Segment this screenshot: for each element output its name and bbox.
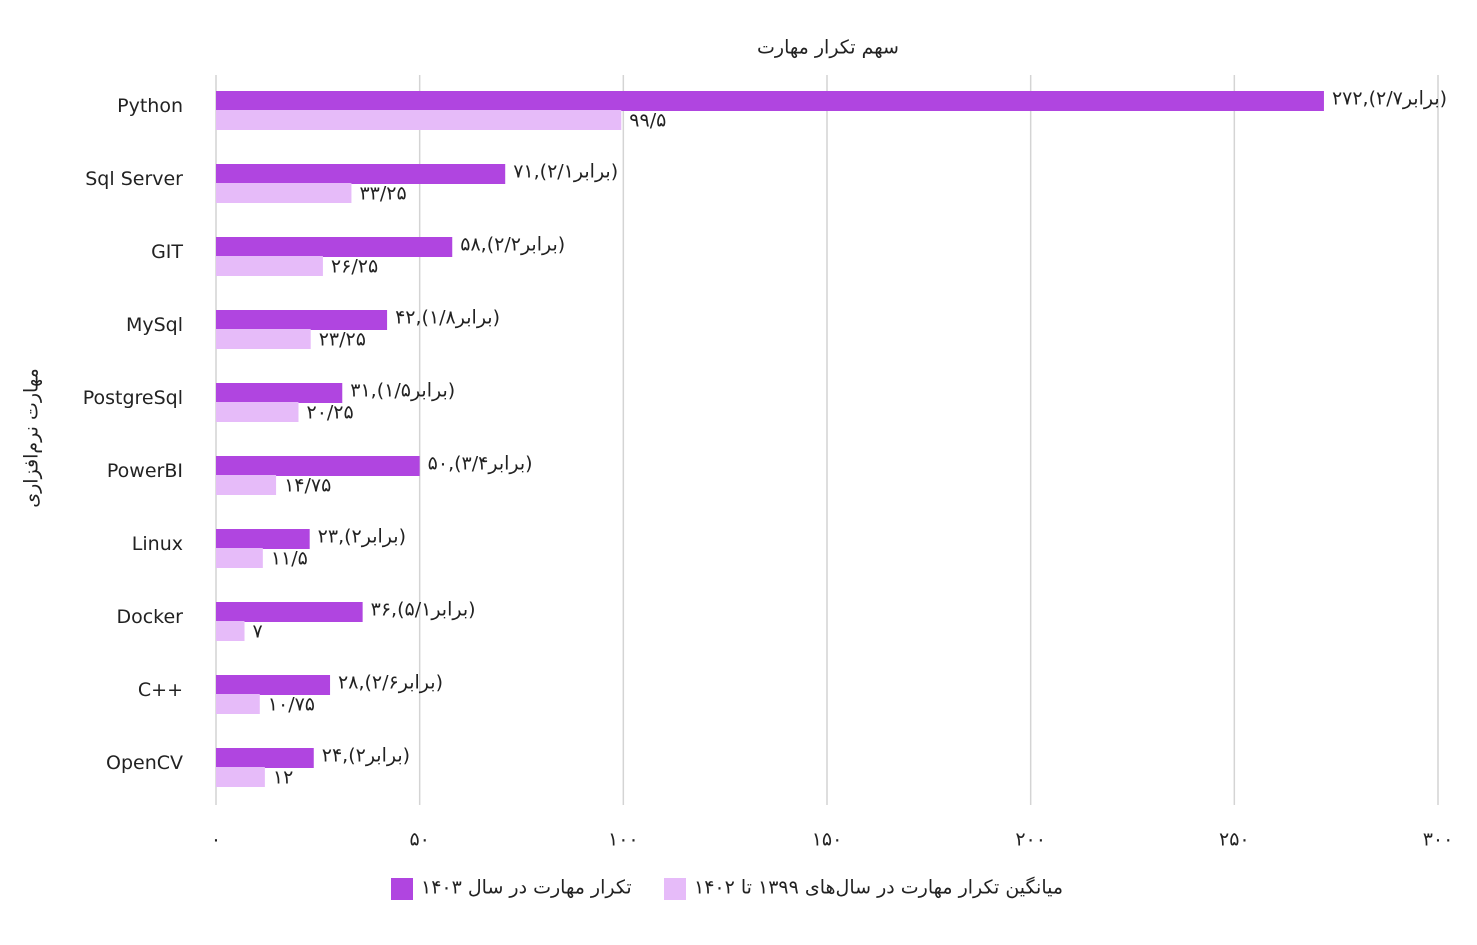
legend-label: میانگین تکرار مهارت در سال‌های ۱۳۹۹ تا ۱… — [694, 876, 1063, 899]
value-label: ۱۲ — [273, 767, 293, 789]
bar — [216, 548, 263, 568]
bar — [216, 456, 420, 476]
bar — [216, 164, 506, 184]
y-tick-label: C++ — [138, 679, 183, 701]
value-label: ۲۸,(۲/۶برابر) — [338, 672, 443, 694]
value-label: ۲۷۲,(۲/۷برابر) — [1332, 88, 1447, 110]
x-tick-label: ۳۰۰ — [1423, 829, 1454, 851]
value-label: ۳۶,(۵/۱برابر) — [371, 599, 476, 621]
value-label: ۳۱,(۱/۵برابر) — [350, 380, 455, 402]
bar — [216, 110, 622, 130]
value-label: ۵۰,(۳/۴برابر) — [428, 453, 533, 475]
bar — [216, 602, 363, 622]
bar — [216, 475, 277, 495]
y-tick-label: PostgreSql — [83, 387, 183, 409]
y-tick-label: MySql — [126, 314, 183, 336]
bar — [216, 767, 265, 787]
y-tick-label: Sql Server — [85, 168, 183, 190]
y-tick-label: Linux — [132, 533, 183, 555]
value-label: ۷۱,(۲/۱برابر) — [513, 161, 618, 183]
bar — [216, 529, 310, 549]
bar — [216, 329, 311, 349]
y-tick-label: Docker — [116, 606, 183, 628]
value-label: ۳۳/۲۵ — [359, 183, 406, 205]
bar — [216, 621, 245, 641]
chart-title: سهم تکرار مهارت — [757, 37, 899, 59]
x-tick-label: ۵۰ — [409, 829, 429, 851]
bar — [216, 256, 323, 276]
value-label: ۷ — [253, 621, 263, 643]
y-tick-label: OpenCV — [106, 752, 183, 774]
value-label: ۲۳,(۲برابر) — [318, 526, 406, 548]
x-tick-label: ۱۰۰ — [608, 829, 639, 851]
value-label: ۲۴,(۲برابر) — [322, 745, 410, 767]
bar — [216, 91, 1324, 111]
value-label: ۱۰/۷۵ — [268, 694, 315, 716]
value-label: ۱۴/۷۵ — [284, 475, 331, 497]
bar — [216, 748, 314, 768]
bar — [216, 183, 352, 203]
y-tick-label: Python — [117, 95, 183, 117]
x-tick-label: ۲۵۰ — [1219, 829, 1250, 851]
x-tick-label: ۲۰۰ — [1015, 829, 1046, 851]
value-label: ۲۰/۲۵ — [306, 402, 353, 424]
legend-swatch — [664, 878, 686, 900]
bar — [216, 310, 388, 330]
value-label: ۲۳/۲۵ — [319, 329, 366, 351]
y-axis-label: مهارت نرم‌افزاری — [21, 368, 43, 508]
value-label: ۲۶/۲۵ — [331, 256, 378, 278]
bar — [216, 383, 343, 403]
x-tick-label: ۰ — [211, 829, 221, 851]
y-tick-label: GIT — [151, 241, 183, 263]
legend-swatch — [391, 878, 413, 900]
value-label: ۴۲,(۱/۸برابر) — [395, 307, 500, 329]
legend-label: تکرار مهارت در سال ۱۴۰۳ — [421, 877, 632, 899]
bar — [216, 694, 260, 714]
y-tick-label: PowerBI — [107, 460, 183, 482]
x-tick-label: ۱۵۰ — [812, 829, 843, 851]
bar — [216, 402, 299, 422]
value-label: ۹۹/۵ — [629, 110, 666, 132]
value-label: ۵۸,(۲/۲برابر) — [460, 234, 565, 256]
bar — [216, 675, 331, 695]
value-label: ۱۱/۵ — [271, 548, 308, 570]
bar — [216, 237, 453, 257]
